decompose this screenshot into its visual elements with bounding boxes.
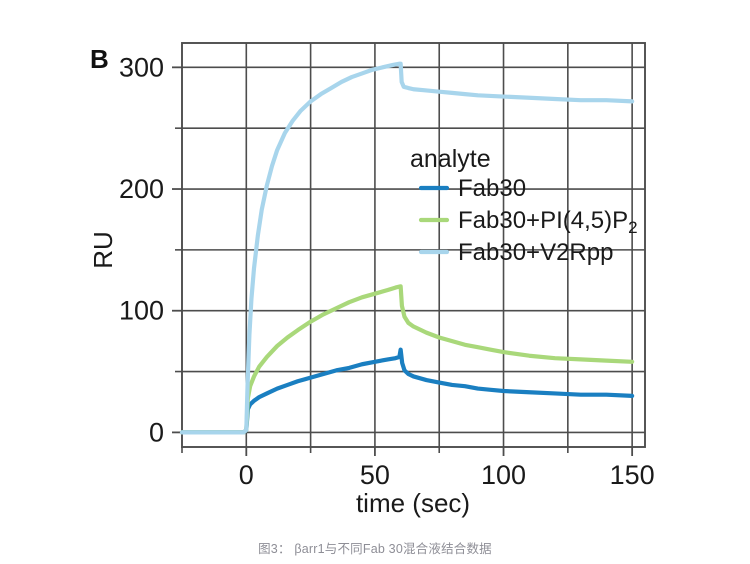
gridlines bbox=[182, 43, 645, 447]
legend-entry-label: Fab30 bbox=[458, 175, 526, 202]
y-axis-tick-labels: 0 100 200 300 bbox=[119, 52, 164, 447]
data-curves bbox=[179, 61, 635, 435]
y-tick-label: 200 bbox=[119, 174, 164, 204]
x-axis-tick-labels: 0 50 100 150 bbox=[239, 460, 655, 490]
series-line bbox=[179, 61, 635, 435]
plot-frame bbox=[181, 42, 646, 448]
minor-tick-marks bbox=[175, 127, 569, 453]
legend-entry-subscript: 2 bbox=[628, 218, 637, 237]
panel-label: B bbox=[90, 44, 109, 74]
x-tick-label: 0 bbox=[239, 460, 254, 490]
legend-entry-label: Fab30+PI(4,5)P2 bbox=[458, 207, 638, 237]
x-tick-label: 150 bbox=[610, 460, 655, 490]
legend-title: analyte bbox=[410, 145, 491, 173]
x-axis-label: time (sec) bbox=[356, 488, 470, 518]
x-tick-label: 50 bbox=[360, 460, 390, 490]
y-tick-label: 100 bbox=[119, 296, 164, 326]
y-tick-label: 300 bbox=[119, 52, 164, 82]
figure-caption: 图3： βarr1与不同Fab 30混合液结合数据 bbox=[258, 542, 492, 556]
legend-entry-label: Fab30+V2Rpp bbox=[458, 239, 613, 266]
y-axis-label: RU bbox=[88, 231, 118, 269]
y-tick-label: 0 bbox=[149, 417, 164, 447]
x-tick-label: 100 bbox=[481, 460, 526, 490]
